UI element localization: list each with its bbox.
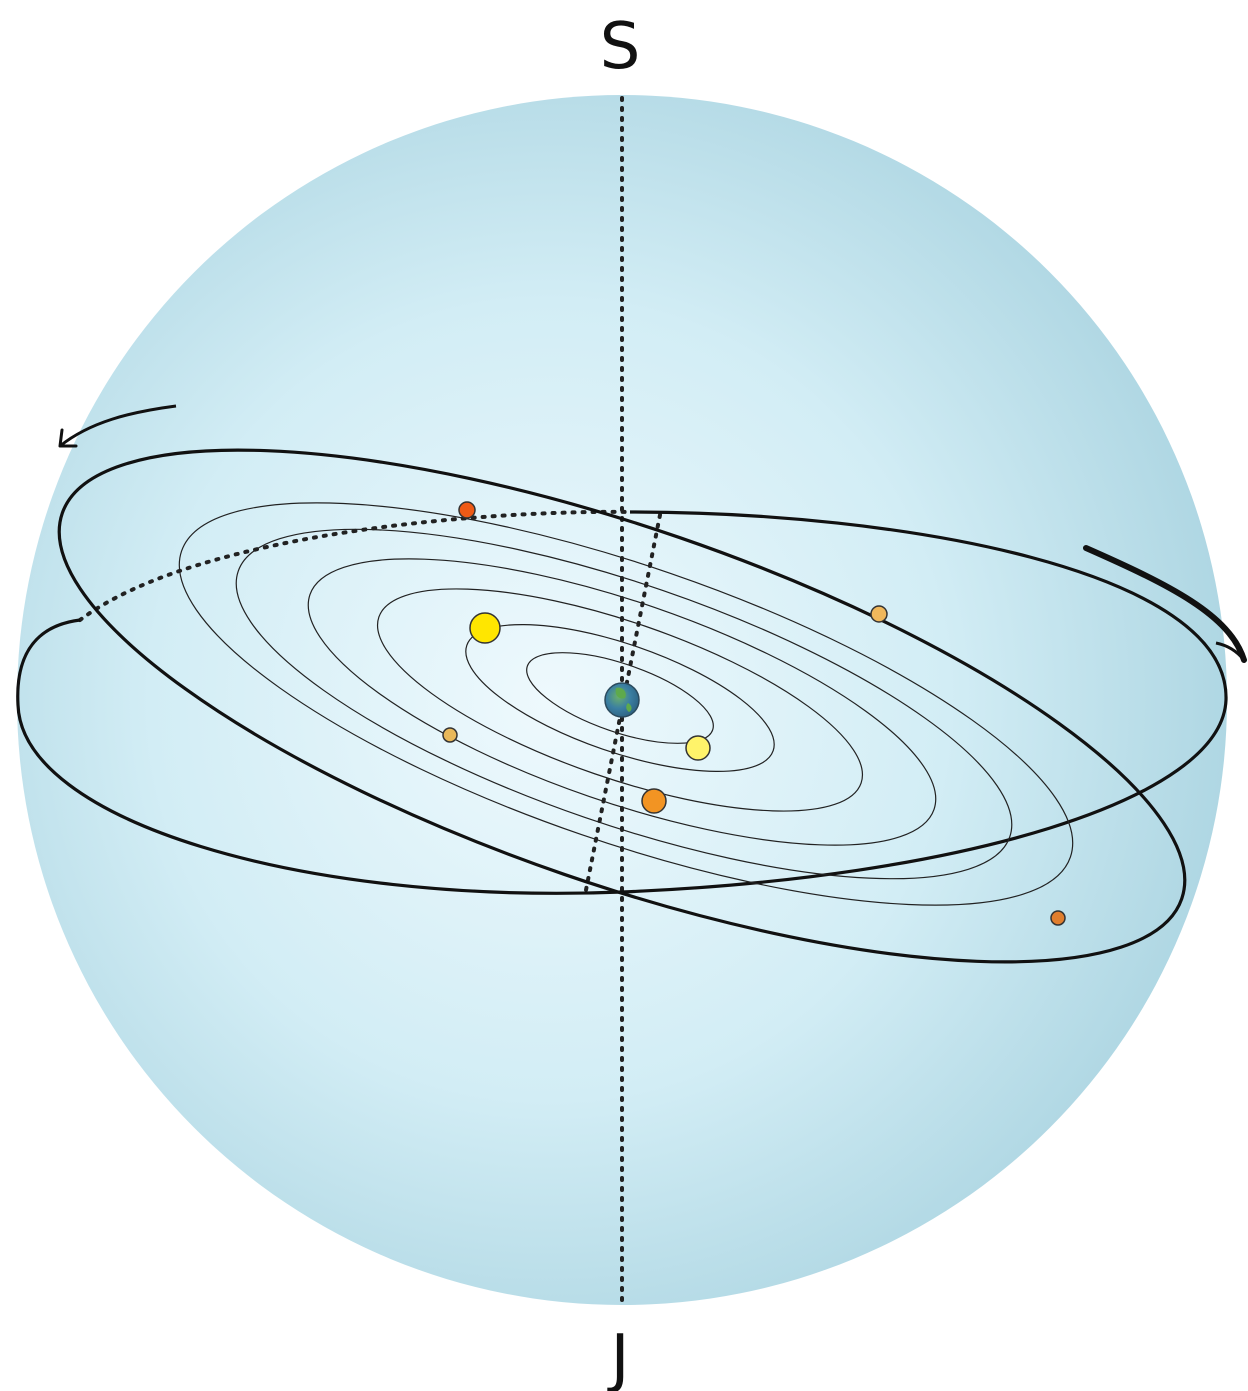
- celestial-equator: [16, 510, 1228, 895]
- orbit-1: [526, 652, 714, 744]
- rotation-arrow-left-icon: [58, 404, 177, 448]
- sun-body: [469, 612, 501, 644]
- mercury-body: [870, 605, 888, 623]
- orbit-5: [235, 528, 1013, 880]
- saturn-body: [1050, 910, 1066, 926]
- orbit-2: [465, 623, 775, 773]
- venus-body: [442, 727, 458, 743]
- moon-body: [685, 735, 711, 761]
- rotation-arrow-right-icon: [1083, 545, 1247, 663]
- orbit-6: [178, 502, 1074, 906]
- south-pole-label: J: [607, 1322, 630, 1391]
- ecliptic-ring: [57, 448, 1187, 964]
- earth-icon: [604, 682, 640, 718]
- celestial-equator-back: [78, 509, 632, 622]
- planet-orbits: [178, 502, 1074, 906]
- north-pole-label: S: [600, 10, 641, 84]
- orbit-3: [376, 588, 864, 812]
- jupiter-body: [458, 501, 476, 519]
- orbit-4: [307, 558, 937, 846]
- mars-body: [641, 788, 667, 814]
- bodies: [442, 501, 1066, 926]
